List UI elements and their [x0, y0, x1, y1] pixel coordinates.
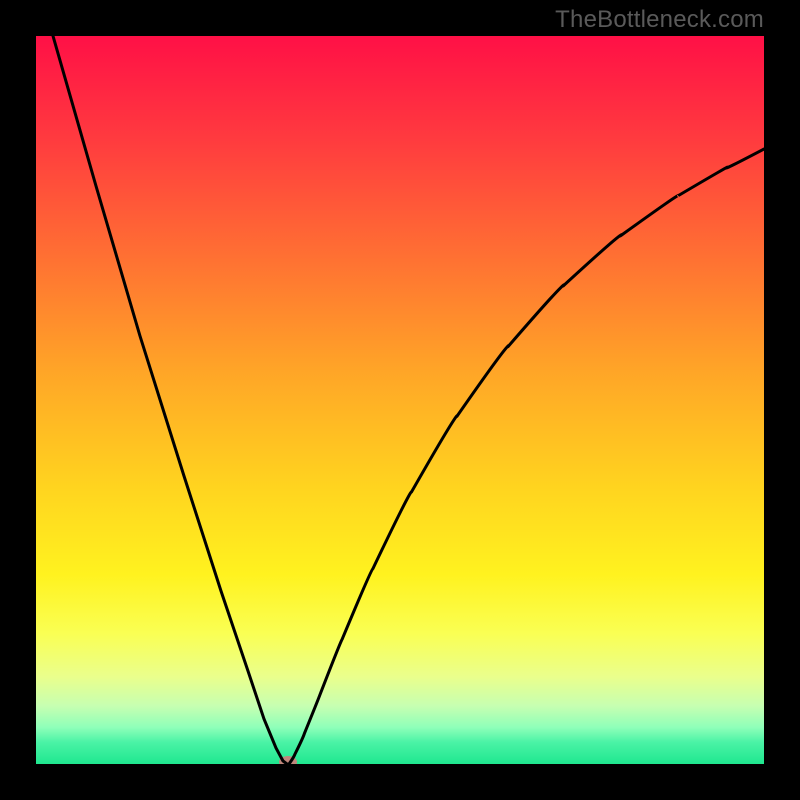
curve-left-branch: [53, 36, 287, 764]
plot-area: [36, 36, 764, 764]
watermark-text: TheBottleneck.com: [555, 6, 764, 34]
bottleneck-curve: [36, 36, 764, 764]
curve-right-branch: [289, 149, 764, 764]
